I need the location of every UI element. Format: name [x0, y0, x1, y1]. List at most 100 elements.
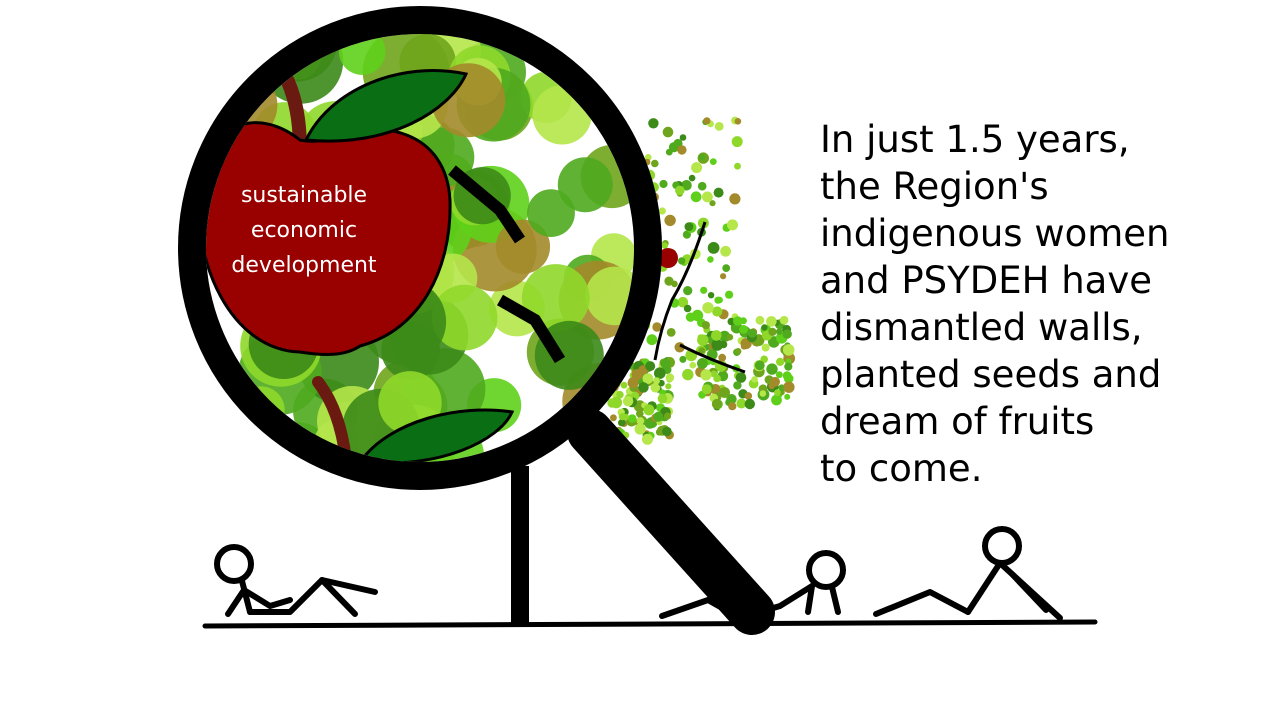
foliage-dot	[655, 428, 663, 436]
foliage-dot	[610, 414, 617, 422]
foliage-dot	[700, 369, 712, 381]
foliage-dot	[657, 393, 668, 404]
foliage-dot	[653, 377, 660, 385]
foliage-dot	[698, 154, 706, 161]
apple-leaf	[357, 408, 515, 462]
foliage-dot	[727, 219, 738, 231]
foliage-dot	[770, 376, 780, 387]
foliage-blob	[431, 284, 498, 351]
foliage-dot	[734, 348, 742, 355]
foliage-dot	[651, 159, 659, 168]
foliage-dot	[618, 418, 626, 427]
foliage-dot	[726, 333, 734, 341]
foliage-dot	[697, 358, 708, 369]
magnifier-rim	[178, 6, 662, 490]
foliage-dot	[677, 145, 687, 155]
foliage-dot	[707, 256, 714, 263]
caption-line: the Region's	[820, 165, 1049, 208]
foliage-dot	[701, 321, 711, 330]
foliage-dot	[729, 193, 741, 205]
foliage-dot	[636, 410, 644, 418]
magnifier-handle	[567, 409, 775, 635]
foliage-dot	[636, 417, 645, 425]
foliage-dot	[734, 118, 742, 125]
foliage-dot	[679, 134, 687, 141]
foliage-dot	[700, 286, 708, 294]
caption-line: dismantled walls,	[820, 306, 1143, 349]
foliage-dot	[689, 361, 697, 369]
foliage-dot	[616, 391, 624, 399]
stick-figure-left	[214, 544, 378, 617]
foliage-dot	[660, 359, 671, 369]
foliage-dot	[659, 179, 668, 189]
foliage-dot	[702, 302, 714, 314]
foliage-dot	[648, 118, 659, 129]
foliage-dot	[677, 296, 689, 308]
foliage-dot	[754, 360, 765, 371]
foliage-dot	[759, 390, 767, 397]
foliage-dot	[768, 327, 777, 336]
foliage-dot	[761, 324, 768, 331]
foliage-dot	[709, 158, 717, 166]
foliage-dot	[711, 339, 723, 351]
foliage-dot	[691, 162, 703, 174]
foliage-dot	[662, 126, 674, 138]
foliage-dot	[712, 306, 723, 317]
foliage-dot	[622, 396, 634, 407]
caption-line: to come.	[820, 447, 983, 490]
small-apple	[658, 248, 678, 268]
foliage-dot	[747, 328, 757, 338]
foliage-dot	[719, 387, 730, 398]
foliage-dot	[631, 369, 643, 381]
caption-line: and PSYDEH have	[820, 259, 1153, 302]
foliage-dot	[683, 304, 692, 313]
foliage-dot	[734, 162, 741, 170]
foliage-dot	[634, 423, 646, 435]
foliage-dot	[707, 292, 715, 299]
foliage-dot	[739, 325, 748, 334]
foliage-dot	[733, 381, 742, 390]
foliage-dot	[664, 214, 676, 227]
foliage-dot	[690, 191, 702, 203]
foliage-dot	[622, 413, 629, 421]
foliage-dot	[707, 242, 720, 254]
foliage-dot	[739, 317, 747, 325]
foliage-dot	[678, 257, 686, 265]
apple-label-line: development	[231, 253, 377, 278]
foliage-dot	[646, 334, 658, 346]
foliage-dot	[733, 316, 743, 326]
foliage-dot	[744, 398, 755, 410]
foliage-dot	[766, 363, 778, 375]
foliage-dot	[683, 286, 693, 296]
foliage-dot	[701, 384, 712, 395]
stick-figure-right	[873, 526, 1063, 621]
stand-post	[511, 466, 529, 626]
foliage-dot	[665, 148, 673, 156]
ground-line	[202, 619, 1098, 629]
foliage-dot	[783, 373, 794, 384]
foliage-dot	[761, 343, 770, 352]
foliage-dot	[642, 373, 654, 384]
foliage-dot	[627, 414, 637, 423]
foliage-dot	[663, 412, 672, 420]
foliage-dot	[638, 382, 649, 393]
foliage-dot	[691, 309, 704, 322]
caption-line: planted seeds and	[820, 353, 1162, 396]
foliage-dot	[652, 322, 662, 332]
foliage-dot	[775, 371, 783, 379]
foliage-dot	[664, 276, 674, 286]
foliage-dot	[720, 273, 727, 280]
foliage-dot	[713, 187, 724, 198]
foliage-dot	[682, 368, 694, 381]
foliage-blob	[527, 189, 575, 238]
foliage-dot	[779, 315, 789, 325]
apple-label-line: economic	[250, 218, 358, 243]
foliage-dot	[776, 328, 783, 335]
foliage-dot	[650, 382, 661, 393]
apple-leaf	[303, 69, 469, 143]
foliage-dot	[776, 357, 785, 366]
foliage-dot	[740, 343, 748, 350]
foliage-dot	[679, 355, 687, 363]
